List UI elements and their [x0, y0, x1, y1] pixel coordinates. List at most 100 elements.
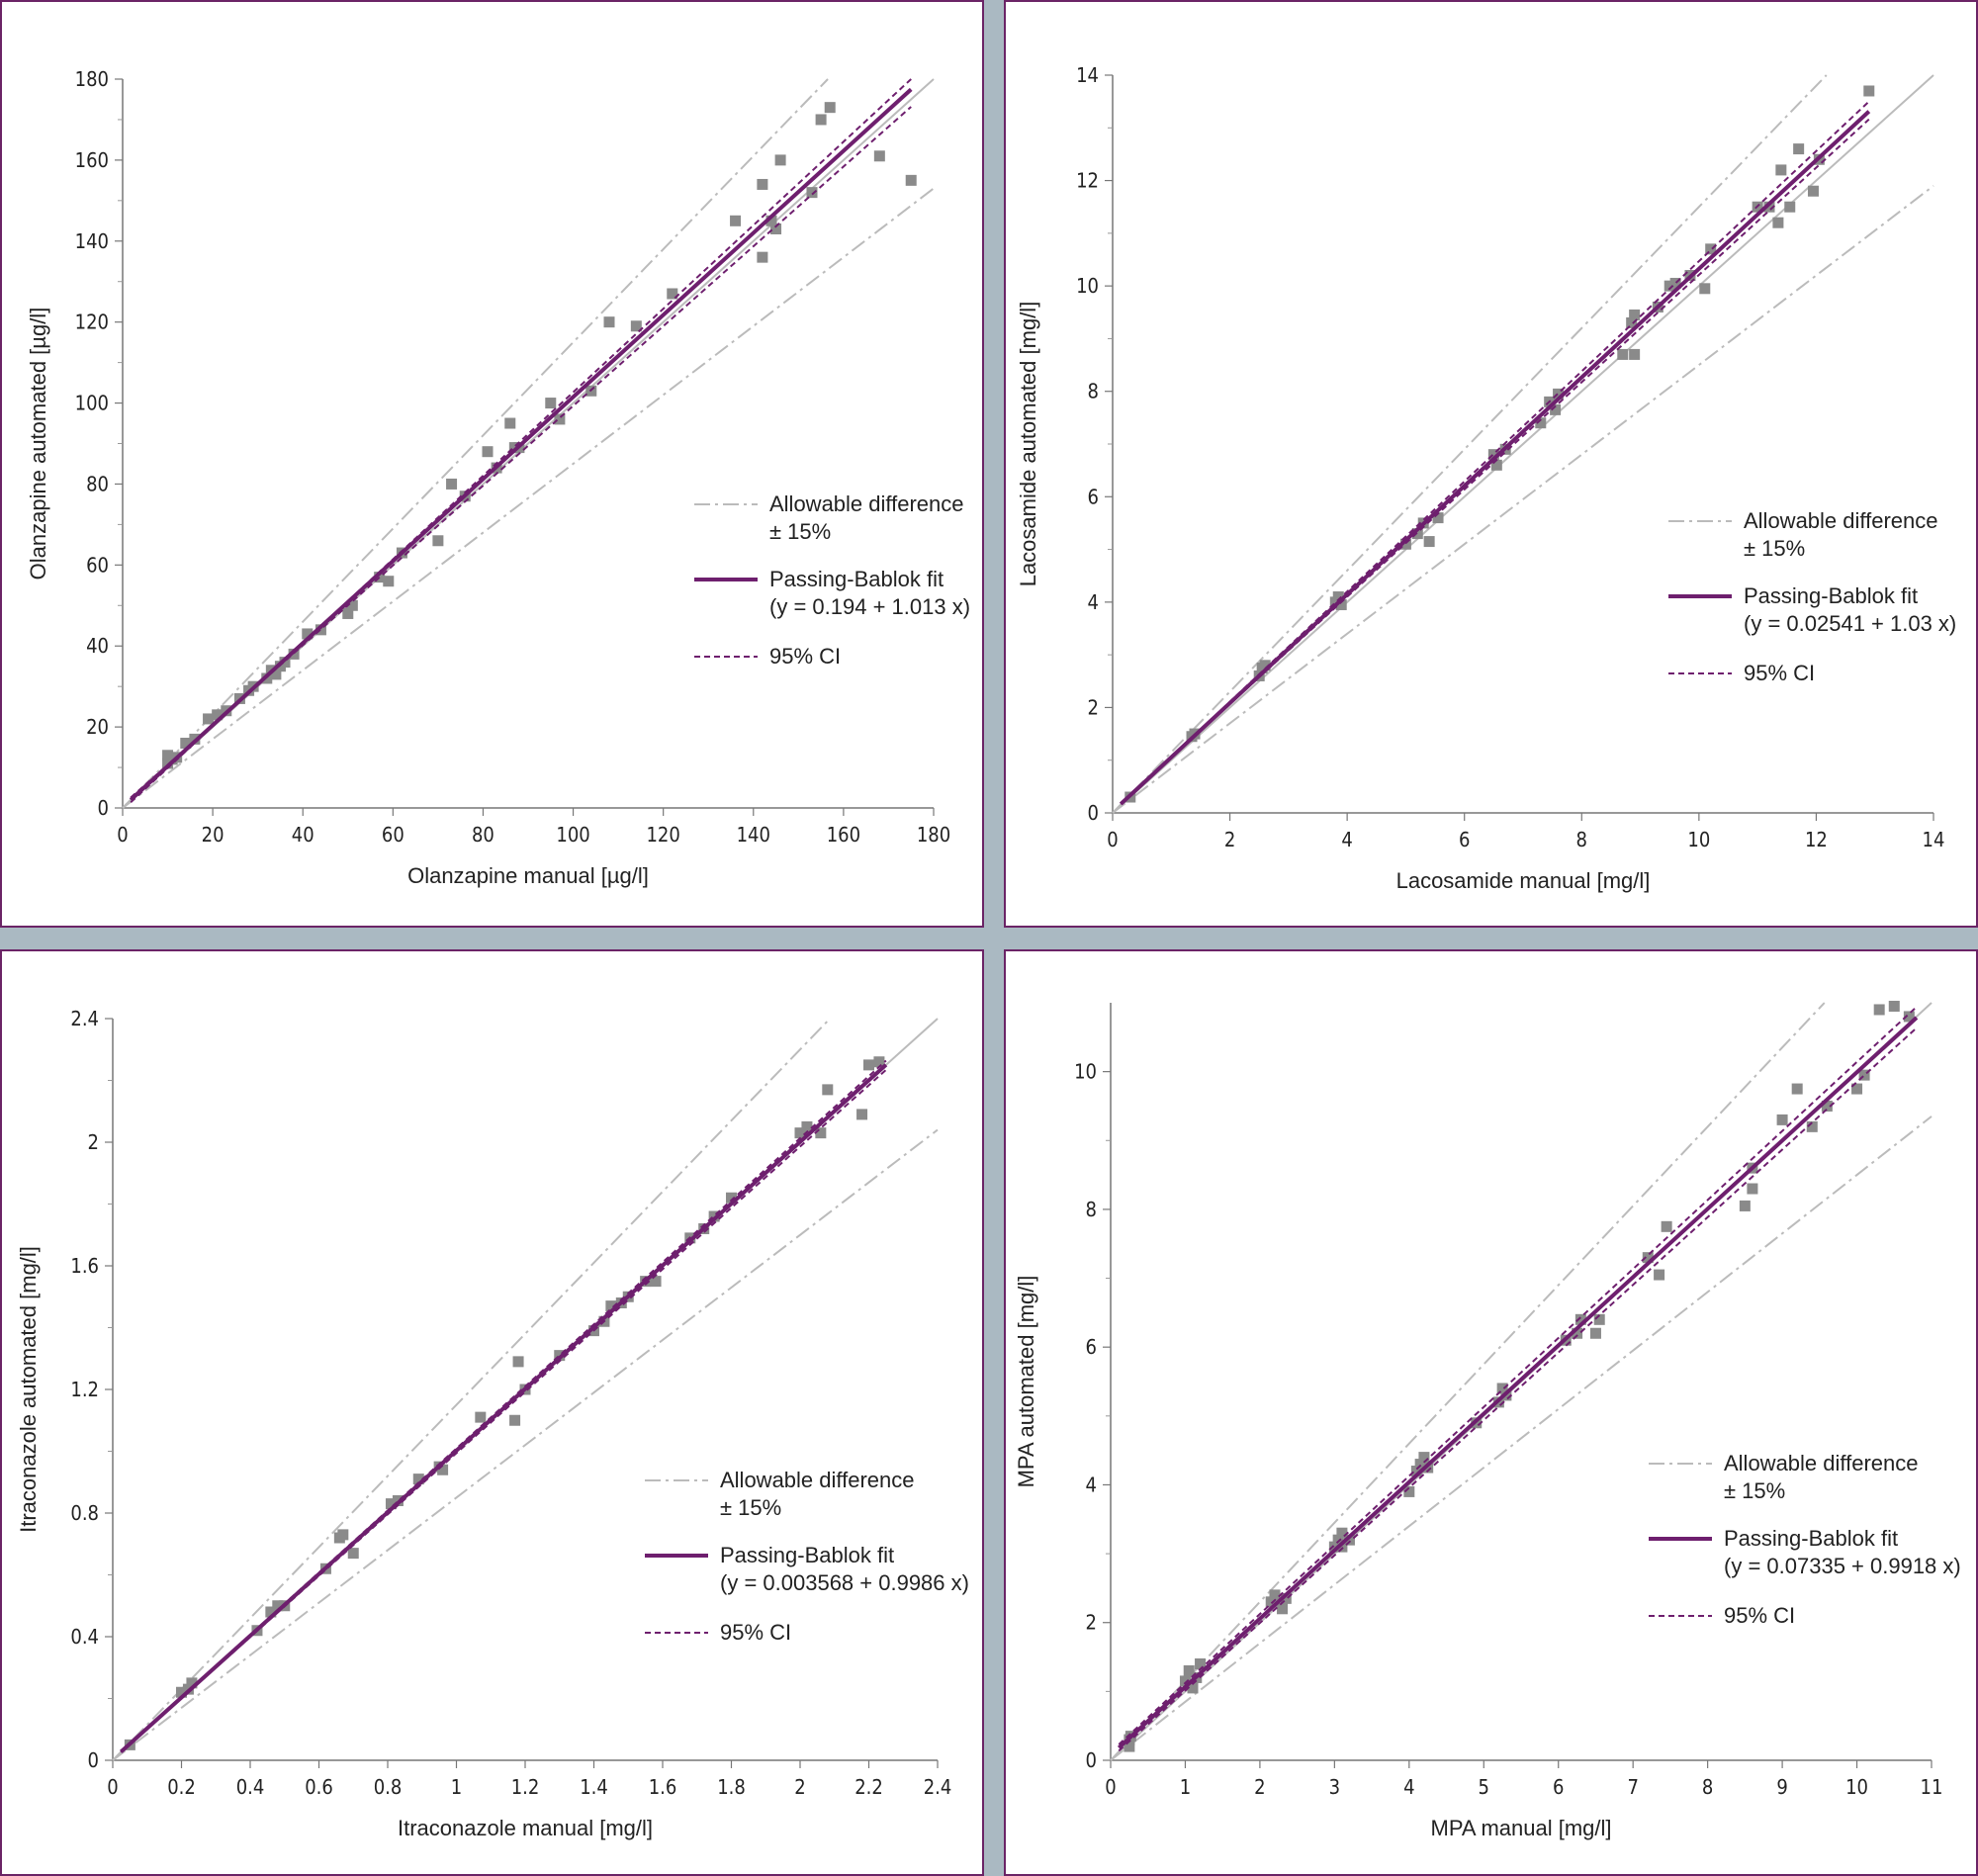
data-point	[1661, 1220, 1672, 1232]
legend-fit-title: Passing-Bablok fit	[1724, 1526, 1898, 1551]
data-point	[1535, 417, 1547, 429]
x-tick-label: 20	[202, 823, 225, 847]
data-point	[1654, 1269, 1665, 1281]
x-tick-label: 160	[827, 823, 860, 847]
data-point	[1863, 85, 1875, 97]
data-point	[1336, 1527, 1348, 1539]
legend-ci-label: 95% CI	[1744, 661, 1815, 685]
legend-ci-label: 95% CI	[720, 1620, 791, 1645]
y-tick-label: 2	[1086, 1611, 1097, 1635]
data-point	[605, 1300, 617, 1312]
legend-allowable-value: ± 15%	[1724, 1478, 1785, 1503]
data-point	[794, 1127, 806, 1139]
legend-allowable-title: Allowable difference	[720, 1468, 915, 1492]
data-point	[385, 1498, 397, 1510]
data-point	[1873, 1004, 1885, 1016]
x-axis-title: MPA manual [mg/l]	[1431, 1816, 1612, 1840]
data-point	[176, 1686, 187, 1698]
x-tick-label: 1.6	[649, 1775, 677, 1799]
x-tick-label: 0.6	[305, 1775, 333, 1799]
legend-allowable-value: ± 15%	[769, 519, 831, 544]
data-point	[186, 1677, 198, 1689]
x-tick-label: 0.2	[167, 1775, 196, 1799]
data-point	[1183, 1664, 1195, 1676]
y-tick-label: 14	[1076, 63, 1099, 87]
data-point	[383, 576, 395, 587]
legend-fit-equation: (y = 0.02541 + 1.03 x)	[1744, 611, 1956, 636]
y-tick-label: 4	[1086, 1473, 1097, 1496]
legend-allowable-value: ± 15%	[1744, 536, 1805, 561]
allowable-upper-line	[112, 1018, 831, 1761]
y-tick-label: 140	[75, 229, 109, 253]
data-point	[806, 187, 818, 199]
data-point	[708, 1210, 720, 1222]
legend-fit-title: Passing-Bablok fit	[1744, 583, 1918, 608]
data-point	[374, 572, 386, 583]
data-point	[905, 174, 917, 186]
data-point	[265, 1606, 277, 1618]
data-point	[1705, 243, 1717, 255]
data-point	[1259, 660, 1271, 671]
legend: Allowable difference ± 15% Passing-Bablok …	[1668, 508, 1956, 685]
y-tick-label: 8	[1086, 1198, 1097, 1221]
data-point	[1793, 143, 1805, 155]
allowable-lower-line	[122, 187, 935, 809]
data-point	[1410, 1466, 1422, 1477]
passing-bablok-fit-line	[129, 87, 913, 802]
passing-bablok-fit-line	[1117, 1016, 1919, 1749]
data-point	[757, 251, 768, 263]
panel-lacosamide: 0 2 4 6 8 10 12 14 0 2 4 6 8 10 12 14 Lacosamide manual …	[1004, 0, 1978, 928]
data-point	[203, 713, 215, 725]
data-point	[1776, 1114, 1788, 1125]
x-tick-label: 4	[1341, 828, 1352, 851]
x-tick-label: 0.8	[374, 1775, 403, 1799]
legend-fit-equation: (y = 0.003568 + 0.9986 x)	[720, 1570, 969, 1595]
legend-fit-title: Passing-Bablok fit	[769, 567, 944, 591]
x-tick-label: 1.4	[580, 1775, 608, 1799]
data-point	[1423, 536, 1435, 548]
data-point	[815, 1127, 827, 1139]
y-tick-label: 60	[86, 553, 109, 577]
legend-ci-label: 95% CI	[1724, 1603, 1795, 1628]
y-tick-label: 120	[75, 311, 109, 334]
data-point	[1414, 1459, 1426, 1471]
legend: Allowable difference ± 15% Passing-Bablok …	[1649, 1451, 1961, 1628]
data-point	[1195, 1658, 1207, 1670]
x-tick-label: 80	[472, 823, 494, 847]
data-point	[815, 114, 827, 126]
chart-lacosamide: 0 2 4 6 8 10 12 14 0 2 4 6 8 10 12 14 Lacosamide manual …	[1016, 63, 1956, 893]
data-point	[270, 669, 282, 680]
y-tick-label: 0	[88, 1748, 99, 1772]
data-point	[863, 1059, 874, 1071]
data-point	[180, 737, 192, 749]
data-point	[1432, 512, 1444, 524]
x-tick-label: 14	[1923, 828, 1945, 851]
y-tick-label: 6	[1086, 1335, 1097, 1359]
data-point	[770, 223, 782, 234]
y-tick-label: 10	[1074, 1060, 1097, 1084]
x-tick-label: 12	[1805, 828, 1828, 851]
legend-allowable-title: Allowable difference	[1724, 1451, 1919, 1475]
x-tick-label: 8	[1702, 1775, 1713, 1799]
data-point	[774, 154, 786, 166]
data-point	[412, 1474, 424, 1485]
x-tick-label: 2.2	[854, 1775, 883, 1799]
x-tick-label: 1	[451, 1775, 462, 1799]
data-point	[603, 316, 615, 328]
legend: Allowable difference ± 15% Passing-Bablok …	[645, 1468, 969, 1645]
data-point	[347, 1548, 359, 1560]
data-point	[1784, 201, 1796, 213]
data-point	[1699, 283, 1711, 295]
data-point	[1487, 449, 1499, 461]
chart-olanzapine: 0 20 40 60 80 100 120 140 160 180 0 20 40 60 80 100 120 1…	[26, 67, 970, 888]
data-point	[1343, 1534, 1355, 1546]
data-point	[437, 1464, 449, 1475]
data-point	[856, 1109, 868, 1120]
x-tick-label: 2	[794, 1775, 805, 1799]
passing-bablok-fit-line	[1119, 110, 1871, 806]
y-tick-label: 2.4	[70, 1007, 99, 1030]
data-point	[1663, 280, 1675, 292]
x-tick-label: 5	[1479, 1775, 1489, 1799]
x-tick-label: 2	[1254, 1775, 1265, 1799]
